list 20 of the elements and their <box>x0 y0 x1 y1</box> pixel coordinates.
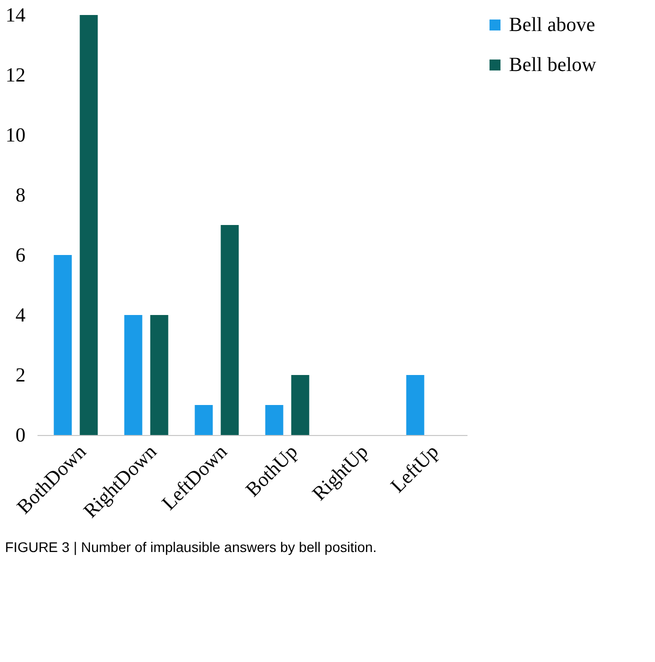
y-tick-label: 0 <box>16 424 26 446</box>
legend-label: Bell above <box>509 14 596 36</box>
y-tick-label: 14 <box>6 4 26 26</box>
bar <box>54 255 72 435</box>
bar <box>406 375 424 435</box>
y-tick-label: 2 <box>16 364 26 386</box>
y-tick-label: 4 <box>16 304 26 326</box>
bar <box>194 405 213 435</box>
bar <box>291 375 310 435</box>
y-tick-label: 10 <box>6 124 26 146</box>
caption: FIGURE 3 | Number of implausible answers by bell position. <box>5 539 377 556</box>
bar <box>220 225 239 435</box>
y-tick-label: 6 <box>16 244 26 266</box>
bar <box>80 15 98 435</box>
legend-label: Bell below <box>509 54 597 76</box>
bar <box>124 315 142 435</box>
y-tick-label: 8 <box>16 184 26 206</box>
bar <box>150 315 168 435</box>
bar <box>265 405 284 435</box>
y-tick-label: 12 <box>6 64 26 86</box>
